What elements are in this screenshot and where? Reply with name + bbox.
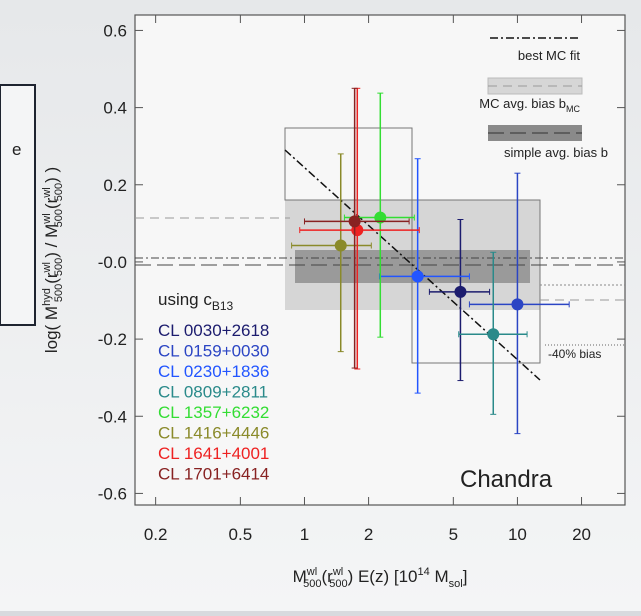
y-tick-label: 0.4: [103, 99, 127, 118]
label-part: 500: [53, 258, 65, 276]
label-part: M: [293, 567, 307, 586]
x-tick-label: 0.5: [229, 525, 253, 544]
y-tick-label: -0.2: [98, 330, 127, 349]
label-part: 14: [417, 566, 429, 578]
point: [487, 328, 500, 341]
annotation: using cB13: [158, 290, 234, 313]
label-part: ) E(z) [10: [348, 567, 418, 586]
legend-label: CL 0809+2811: [158, 383, 268, 402]
point: [454, 285, 467, 298]
point: [334, 239, 347, 252]
legend-label: CL 0230+1836: [158, 362, 269, 381]
label-part: wl: [41, 213, 53, 224]
label-part: 500: [53, 209, 65, 227]
legend-label: CL 1416+4446: [158, 424, 269, 443]
point: [411, 270, 424, 283]
legend-label: CL 1641+4001: [158, 444, 269, 463]
label-part: ]: [463, 567, 468, 586]
x-axis-label: Mwl 500(rwl 500) E(z) [1014 Msol]: [293, 566, 468, 590]
x-tick-label: 5: [449, 525, 458, 544]
legend-label: simple avg. bias b: [504, 145, 608, 160]
legend-label: CL 1701+6414: [158, 465, 269, 484]
legend-label: CL 0159+0030: [158, 342, 269, 361]
label-part: log( M: [42, 306, 61, 353]
label-part: wl: [41, 187, 53, 198]
overlay-text: e: [12, 140, 21, 159]
y-tick-label: 0.6: [103, 21, 127, 40]
box: [411, 199, 541, 364]
label-part: 500: [53, 284, 65, 302]
label-part: wl: [41, 262, 53, 273]
overlay-box: [0, 84, 36, 326]
label-part: hyd: [41, 288, 53, 306]
label-part: M: [430, 567, 449, 586]
label-part: ) ): [42, 167, 61, 183]
annotation: Chandra: [460, 466, 553, 493]
point: [374, 211, 387, 224]
label-part: 500: [53, 183, 65, 201]
fit-line: [284, 149, 541, 381]
y-tick-label: -0.4: [98, 407, 127, 426]
x-tick-label: 2: [364, 525, 373, 544]
label-part: 500: [329, 578, 347, 590]
x-tick-label: 0.2: [144, 525, 168, 544]
y-tick-label: 0.2: [103, 176, 127, 195]
y-tick-label: -0.0: [98, 253, 127, 272]
legend-label: MC avg. bias bMC: [479, 96, 580, 114]
x-tick-label: 20: [572, 525, 591, 544]
label-part: (r: [322, 567, 334, 586]
label-part: wl: [306, 566, 317, 578]
box: [284, 127, 413, 201]
label-part: wl: [332, 566, 343, 578]
annotation: -40% bias: [548, 347, 601, 361]
y-axis-label: log( Mhyd500(rwl500) / Mwl500(rwl500) ): [41, 167, 65, 353]
point: [511, 298, 524, 311]
label-part: (r: [42, 272, 61, 284]
legend-label: CL 0030+2618: [158, 321, 269, 340]
label-part: sol: [449, 578, 463, 590]
x-tick-label: 1: [300, 525, 309, 544]
label-part: ) / M: [42, 224, 61, 258]
legend-label: best MC fit: [518, 48, 581, 63]
y-tick-label: -0.6: [98, 484, 127, 503]
x-tick-label: 10: [508, 525, 527, 544]
legend-label: CL 1357+6232: [158, 403, 269, 422]
label-part: (r: [42, 197, 61, 209]
label-part: 500: [303, 578, 321, 590]
point: [348, 215, 361, 228]
